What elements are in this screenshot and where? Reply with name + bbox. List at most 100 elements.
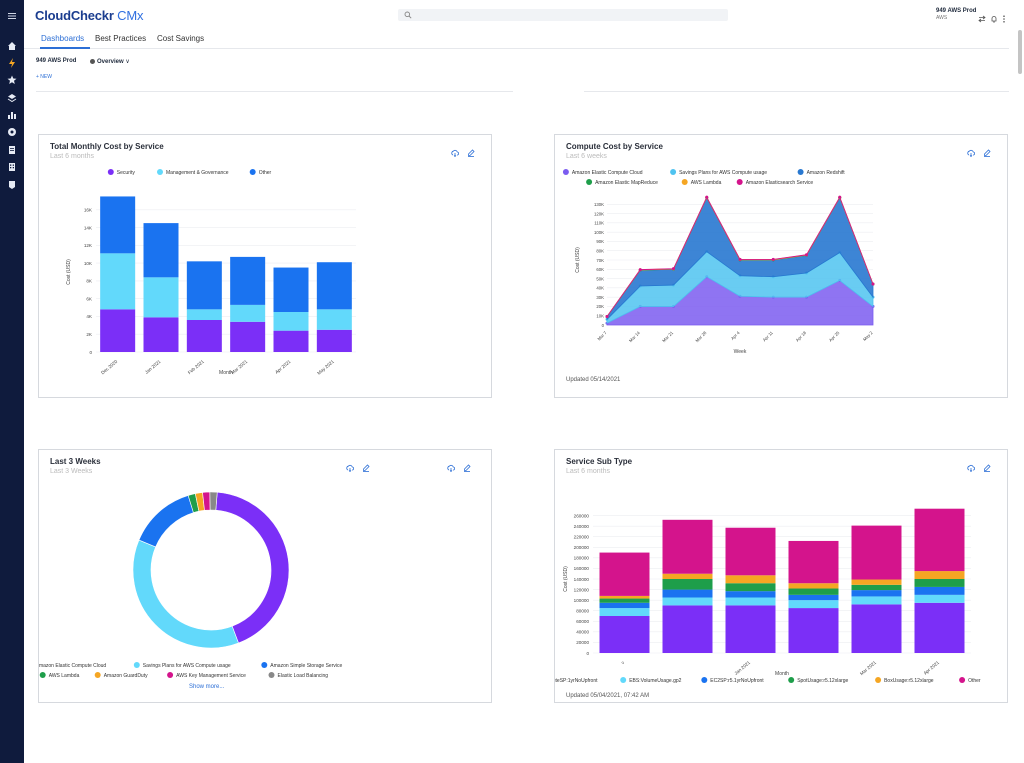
home-icon[interactable] bbox=[6, 40, 18, 52]
bar-segment bbox=[662, 573, 713, 579]
x-tick-label: Mar 28 bbox=[694, 330, 707, 343]
download-cloud-icon[interactable] bbox=[967, 464, 975, 472]
search-input[interactable] bbox=[398, 9, 728, 21]
bar-segment bbox=[725, 597, 776, 606]
x-tick-label: Jan 2021 bbox=[733, 660, 751, 676]
page-scrollbar[interactable] bbox=[1018, 30, 1022, 74]
bar-segment bbox=[599, 595, 650, 599]
show-more-link[interactable]: Show more... bbox=[189, 684, 225, 690]
y-tick-label: 8K bbox=[86, 279, 93, 284]
bar-segment bbox=[230, 256, 266, 305]
chart-last-3-weeks: Amazon Elastic Compute Cloud Savings Plan… bbox=[39, 491, 342, 679]
menu-icon[interactable] bbox=[6, 10, 18, 22]
edit-icon[interactable] bbox=[463, 464, 472, 472]
bar-segment bbox=[100, 309, 136, 352]
sidebar bbox=[0, 0, 24, 763]
y-tick-label: 10K bbox=[84, 261, 93, 266]
bar-segment bbox=[914, 602, 965, 653]
bar-segment bbox=[914, 579, 965, 587]
x-tick-label: Apr 4 bbox=[730, 330, 741, 341]
edit-icon[interactable] bbox=[983, 464, 992, 472]
legend-marker bbox=[562, 169, 569, 175]
legend-marker bbox=[797, 169, 804, 175]
bar-segment bbox=[851, 579, 902, 585]
building-icon[interactable] bbox=[6, 161, 18, 173]
legend-marker bbox=[94, 672, 101, 678]
download-cloud-icon[interactable] bbox=[967, 149, 975, 157]
legend-label: EC2SP:r5.1yrNoUpfront bbox=[710, 678, 764, 684]
bar-segment bbox=[788, 588, 839, 595]
y-tick-label: 30K bbox=[596, 295, 604, 300]
legend-label: Other bbox=[259, 170, 272, 176]
badge-icon[interactable] bbox=[6, 179, 18, 191]
data-point bbox=[705, 195, 709, 199]
view-icon bbox=[90, 58, 95, 64]
account-info[interactable]: 949 AWS Prod AWS bbox=[936, 8, 976, 22]
tab-best-practices[interactable]: Best Practices bbox=[95, 34, 147, 43]
legend-label: AWS Lambda bbox=[49, 673, 80, 679]
y-tick-label: 120K bbox=[594, 211, 604, 216]
star-icon[interactable] bbox=[6, 74, 18, 86]
legend-marker bbox=[670, 169, 677, 175]
y-tick-label: 16K bbox=[84, 208, 93, 213]
download-cloud-icon[interactable] bbox=[451, 149, 459, 157]
tab-dashboards[interactable]: Dashboards bbox=[41, 34, 85, 43]
edit-icon[interactable] bbox=[362, 464, 371, 472]
chart-compute-cost: Amazon Elastic Compute Cloud Savings Plan… bbox=[562, 169, 875, 355]
bar-segment bbox=[914, 571, 965, 579]
divider bbox=[584, 91, 1009, 92]
more-vertical-icon[interactable] bbox=[1002, 10, 1006, 28]
chart-icon[interactable] bbox=[6, 109, 18, 121]
view-select-label: Overview bbox=[97, 59, 124, 65]
bar-segment bbox=[914, 594, 965, 603]
bar-segment bbox=[599, 616, 650, 653]
updated-timestamp: Updated 05/14/2021 bbox=[566, 377, 621, 383]
layers-icon[interactable] bbox=[6, 92, 18, 104]
bar-segment bbox=[662, 519, 713, 574]
bar-segment bbox=[273, 330, 309, 352]
bar-segment bbox=[599, 608, 650, 616]
y-tick-label: 40K bbox=[596, 286, 604, 291]
x-axis-label: Month bbox=[219, 370, 233, 376]
chart-total-monthly: Security Management & Governance Other 0 2K 4… bbox=[66, 169, 356, 376]
donut-slice bbox=[132, 539, 239, 649]
y-tick-label: 220000 bbox=[574, 535, 590, 540]
legend-marker bbox=[261, 662, 268, 668]
bar-segment bbox=[851, 590, 902, 597]
switch-icon[interactable] bbox=[978, 10, 986, 28]
account-name: 949 AWS Prod bbox=[936, 8, 977, 14]
data-point bbox=[805, 253, 808, 257]
new-dashboard-link[interactable]: + NEW bbox=[36, 74, 52, 80]
account-select[interactable]: 949 AWS Prod bbox=[36, 58, 77, 64]
y-tick-label: 180000 bbox=[574, 556, 590, 561]
x-tick-label: May 2021 bbox=[316, 359, 335, 376]
card-title: Total Monthly Cost by Service bbox=[50, 142, 164, 151]
bar-segment bbox=[143, 317, 179, 352]
download-cloud-icon[interactable] bbox=[346, 464, 354, 472]
y-tick-label: 130K bbox=[594, 202, 604, 207]
bar-segment bbox=[100, 253, 136, 310]
app-logo[interactable]: CloudCheckr CMx bbox=[35, 8, 144, 23]
download-cloud-icon[interactable] bbox=[447, 464, 455, 472]
bar-segment bbox=[725, 591, 776, 598]
bar-segment bbox=[186, 261, 222, 310]
view-select[interactable]: Overview ∨ bbox=[90, 58, 130, 65]
bell-icon[interactable] bbox=[990, 10, 998, 28]
y-tick-label: 160000 bbox=[574, 566, 590, 571]
edit-icon[interactable] bbox=[467, 149, 476, 157]
card-subtitle: Last 6 weeks bbox=[566, 153, 607, 160]
card-actions-secondary bbox=[342, 459, 371, 477]
tab-bar: Dashboards Best Practices Cost Savings bbox=[24, 30, 1009, 49]
shield-icon[interactable] bbox=[6, 126, 18, 138]
bolt-icon[interactable] bbox=[6, 57, 18, 69]
tab-cost-savings[interactable]: Cost Savings bbox=[157, 34, 205, 43]
top-bar: CloudCheckr CMx 949 AWS Prod AWS bbox=[24, 0, 1024, 30]
legend-label: AWS Key Management Service bbox=[176, 673, 246, 679]
x-tick-label: Jan 2021 bbox=[144, 359, 162, 375]
document-icon[interactable] bbox=[6, 144, 18, 156]
search-icon bbox=[404, 11, 412, 19]
x-tick-label: Mar 7 bbox=[596, 330, 608, 342]
data-point bbox=[672, 267, 675, 271]
edit-icon[interactable] bbox=[983, 149, 992, 157]
y-axis-label: Cost (USD) bbox=[575, 247, 581, 273]
